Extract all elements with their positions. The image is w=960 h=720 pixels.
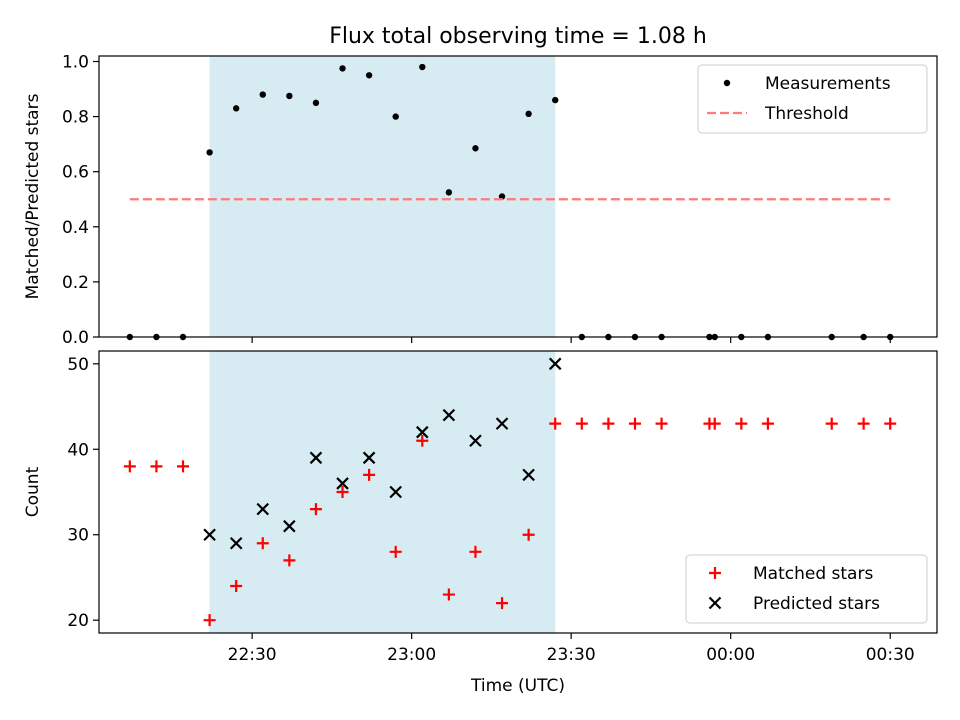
measurement-point	[525, 110, 532, 118]
top-ytick-label: 0.4	[62, 218, 89, 238]
bottom-panel: 20 30 40 50 22:30 23:00 23:30 00:00 00:30 Count Ti…	[23, 350, 938, 696]
matched-star-point	[177, 460, 190, 473]
legend-predicted-marker	[708, 596, 722, 610]
predicted-star-point	[469, 434, 482, 448]
measurement-point	[498, 193, 506, 200]
matched-star-point	[123, 460, 136, 473]
xlabel: Time (UTC)	[470, 676, 565, 696]
top-ytick-label: 0.2	[62, 273, 89, 293]
measurement-point	[419, 63, 426, 71]
predicted-star-point	[495, 417, 509, 430]
matched-star-point	[389, 545, 402, 558]
predicted-star-point	[522, 468, 535, 482]
matched-star-point	[203, 614, 216, 627]
bottom-ylabel: Count	[23, 466, 43, 517]
top-ytick-label: 0.6	[62, 163, 89, 183]
measurement-point	[339, 65, 346, 72]
matched-star-point	[442, 588, 455, 601]
predicted-star-point	[548, 357, 562, 371]
top-legend-label: Measurements	[765, 74, 891, 94]
matched-star-point	[256, 537, 269, 550]
top-axes-frame	[98, 55, 938, 338]
xtick-label: 23:00	[387, 645, 436, 665]
matched-star-point	[336, 486, 349, 498]
matched-star-point	[575, 417, 588, 430]
predicted-star-point	[203, 528, 216, 542]
bottom-legend-label: Predicted stars	[753, 594, 880, 614]
top-ytick-label: 0.0	[62, 328, 89, 348]
top-legend	[697, 64, 928, 134]
bottom-legend-label: Matched stars	[753, 564, 873, 584]
matched-star-point	[549, 417, 562, 430]
bottom-axes-frame	[98, 350, 938, 634]
matched-star-point	[655, 417, 668, 430]
matched-star-point	[496, 597, 509, 610]
measurement-point	[445, 189, 453, 196]
top-shaded-interval	[209, 56, 556, 337]
top-ylabel: Matched/Predicted stars	[23, 93, 43, 299]
matched-star-point	[761, 417, 774, 430]
predicted-star-point	[389, 485, 402, 499]
predicted-star-point	[416, 425, 429, 439]
measurement-point	[392, 113, 399, 120]
measurement-point	[206, 149, 213, 156]
measurement-point	[312, 99, 320, 107]
xtick-label: 22:30	[228, 645, 277, 665]
matched-star-point	[602, 417, 615, 430]
measurement-point	[552, 96, 559, 104]
matched-star-point	[230, 580, 243, 592]
predicted-star-point	[362, 451, 376, 465]
matched-star-point	[309, 503, 322, 516]
matched-star-point	[708, 417, 721, 430]
measurement-point	[259, 91, 266, 98]
bottom-ytick-label: 50	[67, 355, 89, 375]
bottom-legend	[685, 554, 928, 624]
bottom-shaded-interval	[209, 351, 556, 633]
predicted-star-point	[256, 502, 270, 516]
chart-title: Flux total observing time = 1.08 h	[329, 24, 707, 49]
predicted-star-point	[309, 451, 323, 465]
bottom-ytick-label: 30	[67, 526, 89, 546]
matched-star-point	[363, 468, 376, 481]
top-ytick-label: 0.8	[62, 108, 89, 128]
top-legend-label: Threshold	[764, 104, 849, 124]
matched-star-point	[416, 434, 429, 447]
predicted-star-point	[229, 536, 243, 550]
bottom-ytick-label: 40	[67, 440, 89, 460]
xtick-label: 23:30	[547, 645, 596, 665]
predicted-star-point	[336, 477, 349, 490]
legend-measurement-marker	[723, 79, 731, 87]
legend-matched-marker	[709, 567, 721, 579]
matched-star-point	[469, 545, 482, 558]
measurement-point	[232, 105, 240, 112]
predicted-star-point	[442, 408, 456, 422]
predicted-star-point	[283, 519, 296, 533]
top-panel: 0.0 0.2 0.4 0.6 0.8 1.0 Matched/Predicted star…	[23, 53, 938, 348]
top-ytick-label: 1.0	[62, 53, 89, 73]
matched-star-point	[283, 554, 296, 567]
matched-star-point	[825, 417, 838, 430]
matched-star-point	[857, 417, 870, 430]
measurement-point	[472, 145, 479, 152]
measurement-point	[286, 92, 293, 100]
matched-star-point	[735, 417, 748, 430]
xtick-label: 00:30	[866, 645, 915, 665]
measurement-point	[365, 72, 373, 79]
matched-star-point	[150, 460, 163, 473]
matched-star-point	[522, 528, 535, 541]
matched-star-point	[628, 417, 641, 430]
xtick-label: 00:00	[706, 645, 755, 665]
matched-star-point	[884, 417, 897, 430]
bottom-ytick-label: 20	[67, 611, 89, 631]
